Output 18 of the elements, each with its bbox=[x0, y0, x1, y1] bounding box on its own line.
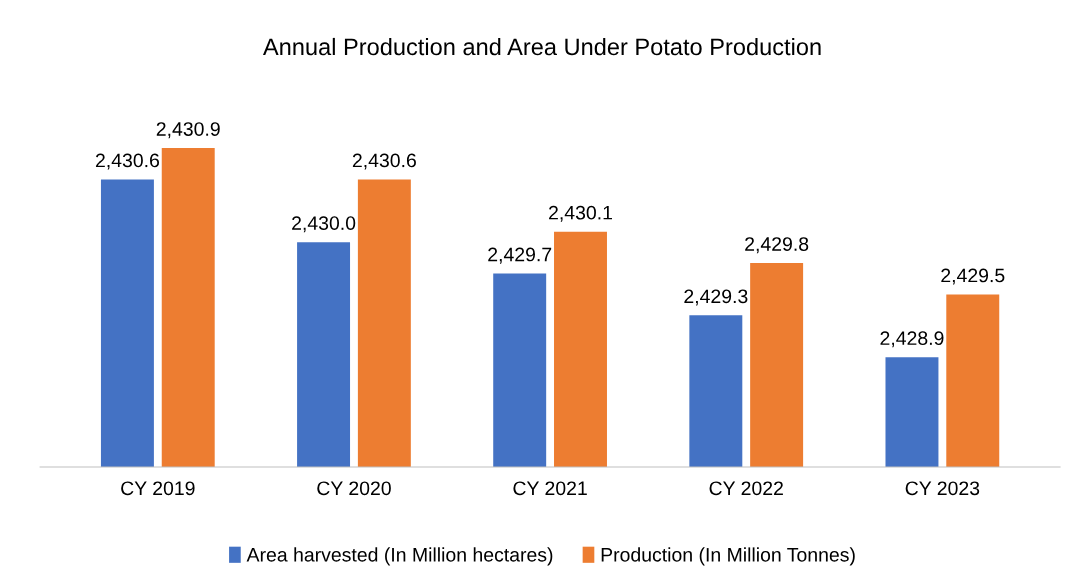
data-label: 2,428.9 bbox=[880, 331, 944, 348]
data-label: 2,430.6 bbox=[95, 153, 160, 170]
data-label: 2,430.9 bbox=[156, 122, 220, 139]
x-tick-label: CY 2023 bbox=[905, 481, 980, 496]
data-label: 2,430.6 bbox=[352, 153, 416, 170]
x-tick-label: CY 2021 bbox=[513, 481, 587, 496]
data-label: 2,429.7 bbox=[488, 247, 552, 264]
data-label: 2,430.1 bbox=[549, 205, 612, 222]
data-label: 2,430.0 bbox=[292, 216, 356, 233]
x-tick-label: CY 2022 bbox=[709, 481, 783, 496]
legend-label: Area harvested (In Million hectares) bbox=[246, 547, 553, 566]
x-tick-label: CY 2020 bbox=[317, 481, 391, 496]
x-tick-label: CY 2019 bbox=[121, 481, 195, 496]
data-label: 2,429.5 bbox=[941, 268, 1005, 285]
chart-title: Annual Production and Area Under Potato Production bbox=[262, 37, 821, 56]
legend-label: Production (In Million Tonnes) bbox=[601, 547, 855, 566]
data-label: 2,429.3 bbox=[684, 289, 748, 306]
data-label: 2,429.8 bbox=[745, 237, 809, 254]
